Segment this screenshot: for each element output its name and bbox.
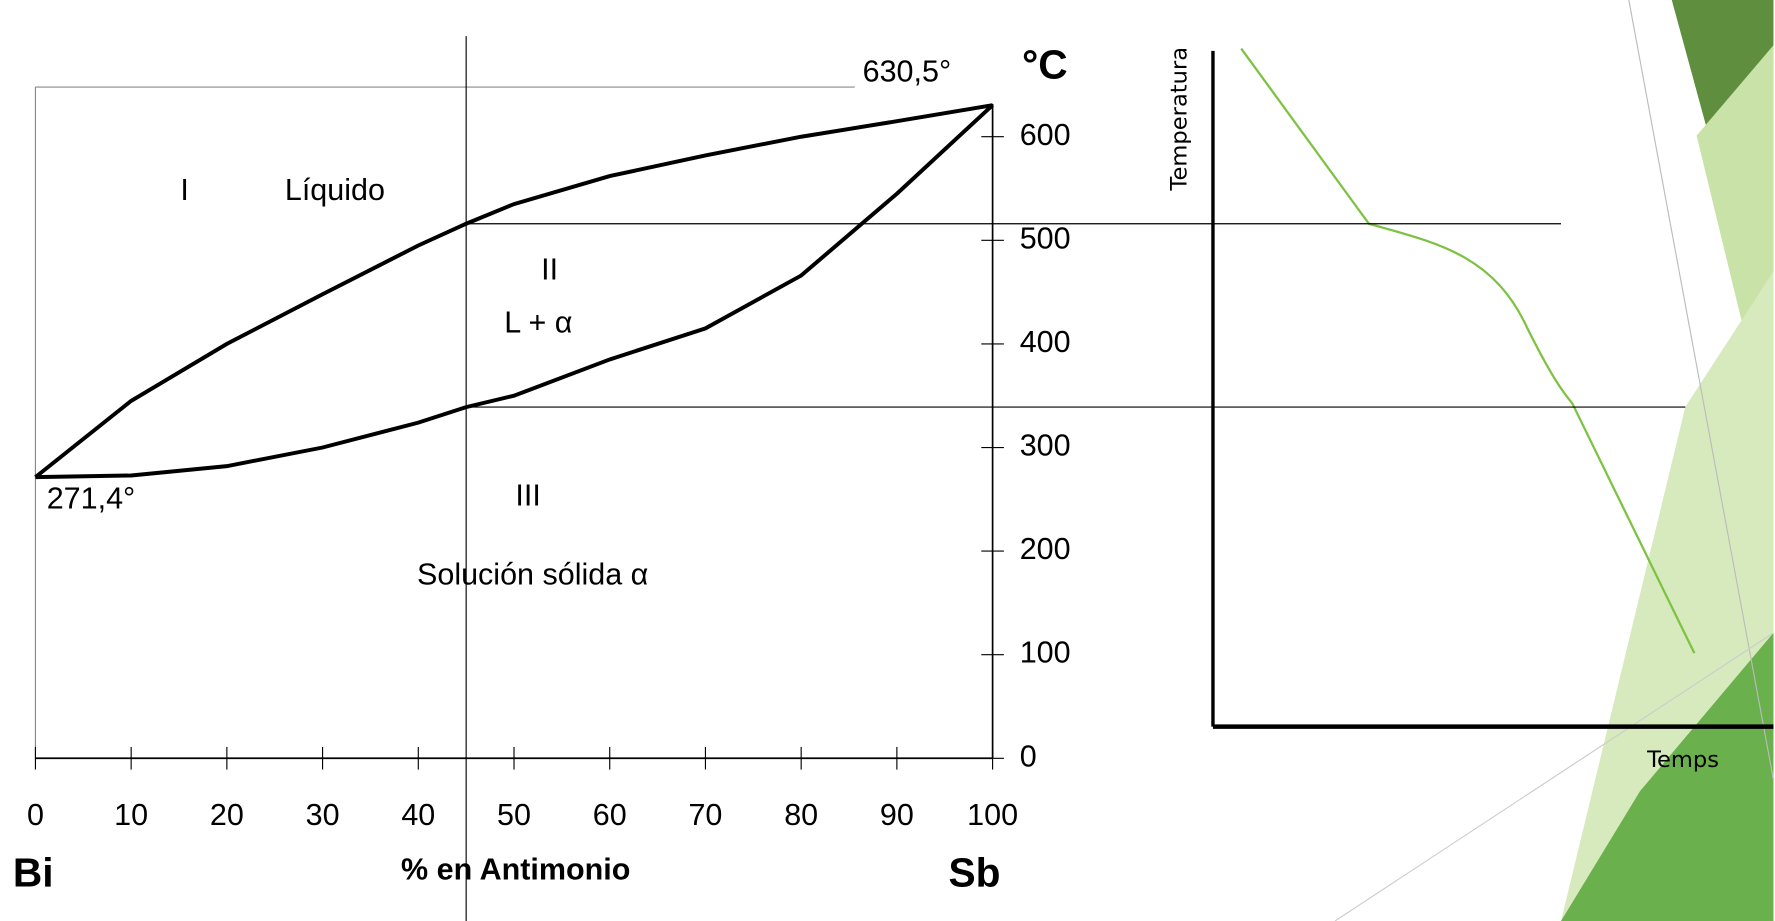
y-tick-label: 100 <box>1020 636 1071 670</box>
x-axis-label: Temps <box>1646 747 1719 773</box>
phase-line <box>35 103 994 480</box>
x-tick-label: 70 <box>688 798 722 832</box>
annotation: Solución sólida α <box>417 557 648 591</box>
y-axis-label: Temperatura <box>1167 47 1193 192</box>
phase-diagram: 0 10 20 30 40 50 60 70 80 90 100010020030040050060… <box>13 36 1071 921</box>
cooling-curve <box>1240 47 1696 654</box>
x-tick-label: 10 <box>114 798 148 832</box>
annotation: III <box>515 478 540 512</box>
y-tick-label: 600 <box>1020 118 1071 152</box>
annotation: Líquido <box>285 173 385 207</box>
annotation: 630,5° <box>863 55 952 89</box>
y-tick-label: 200 <box>1020 532 1071 566</box>
x-tick-label: 20 <box>210 798 244 832</box>
x-tick-label: 0 <box>27 798 44 832</box>
annotation: L + α <box>504 305 572 339</box>
decor <box>1334 632 1774 921</box>
y-tick-label: 400 <box>1020 325 1071 359</box>
annotation: 271,4° <box>47 482 136 516</box>
x-tick-label: 60 <box>593 798 627 832</box>
x-tick-label: 100 <box>967 798 1018 832</box>
decor <box>1561 632 1774 921</box>
x-tick-label: 90 <box>880 798 914 832</box>
x-tick-label: 30 <box>306 798 340 832</box>
x-axis-label: % en Antimonio <box>401 852 630 886</box>
y-tick-label: 300 <box>1020 429 1071 463</box>
x-tick-label: 80 <box>784 798 818 832</box>
annotation: I <box>180 173 188 207</box>
decor <box>1628 0 1775 780</box>
x-tick-label: 50 <box>497 798 531 832</box>
annotation: II <box>541 252 558 286</box>
x-end-label: Bi <box>13 850 54 896</box>
y-tick-label: 0 <box>1020 739 1037 773</box>
y-tick-label: 500 <box>1020 221 1071 255</box>
phase-line <box>34 103 993 479</box>
x-tick-label: 40 <box>401 798 435 832</box>
y-unit: °C <box>1022 42 1068 88</box>
x-end-label: Sb <box>949 850 1001 896</box>
